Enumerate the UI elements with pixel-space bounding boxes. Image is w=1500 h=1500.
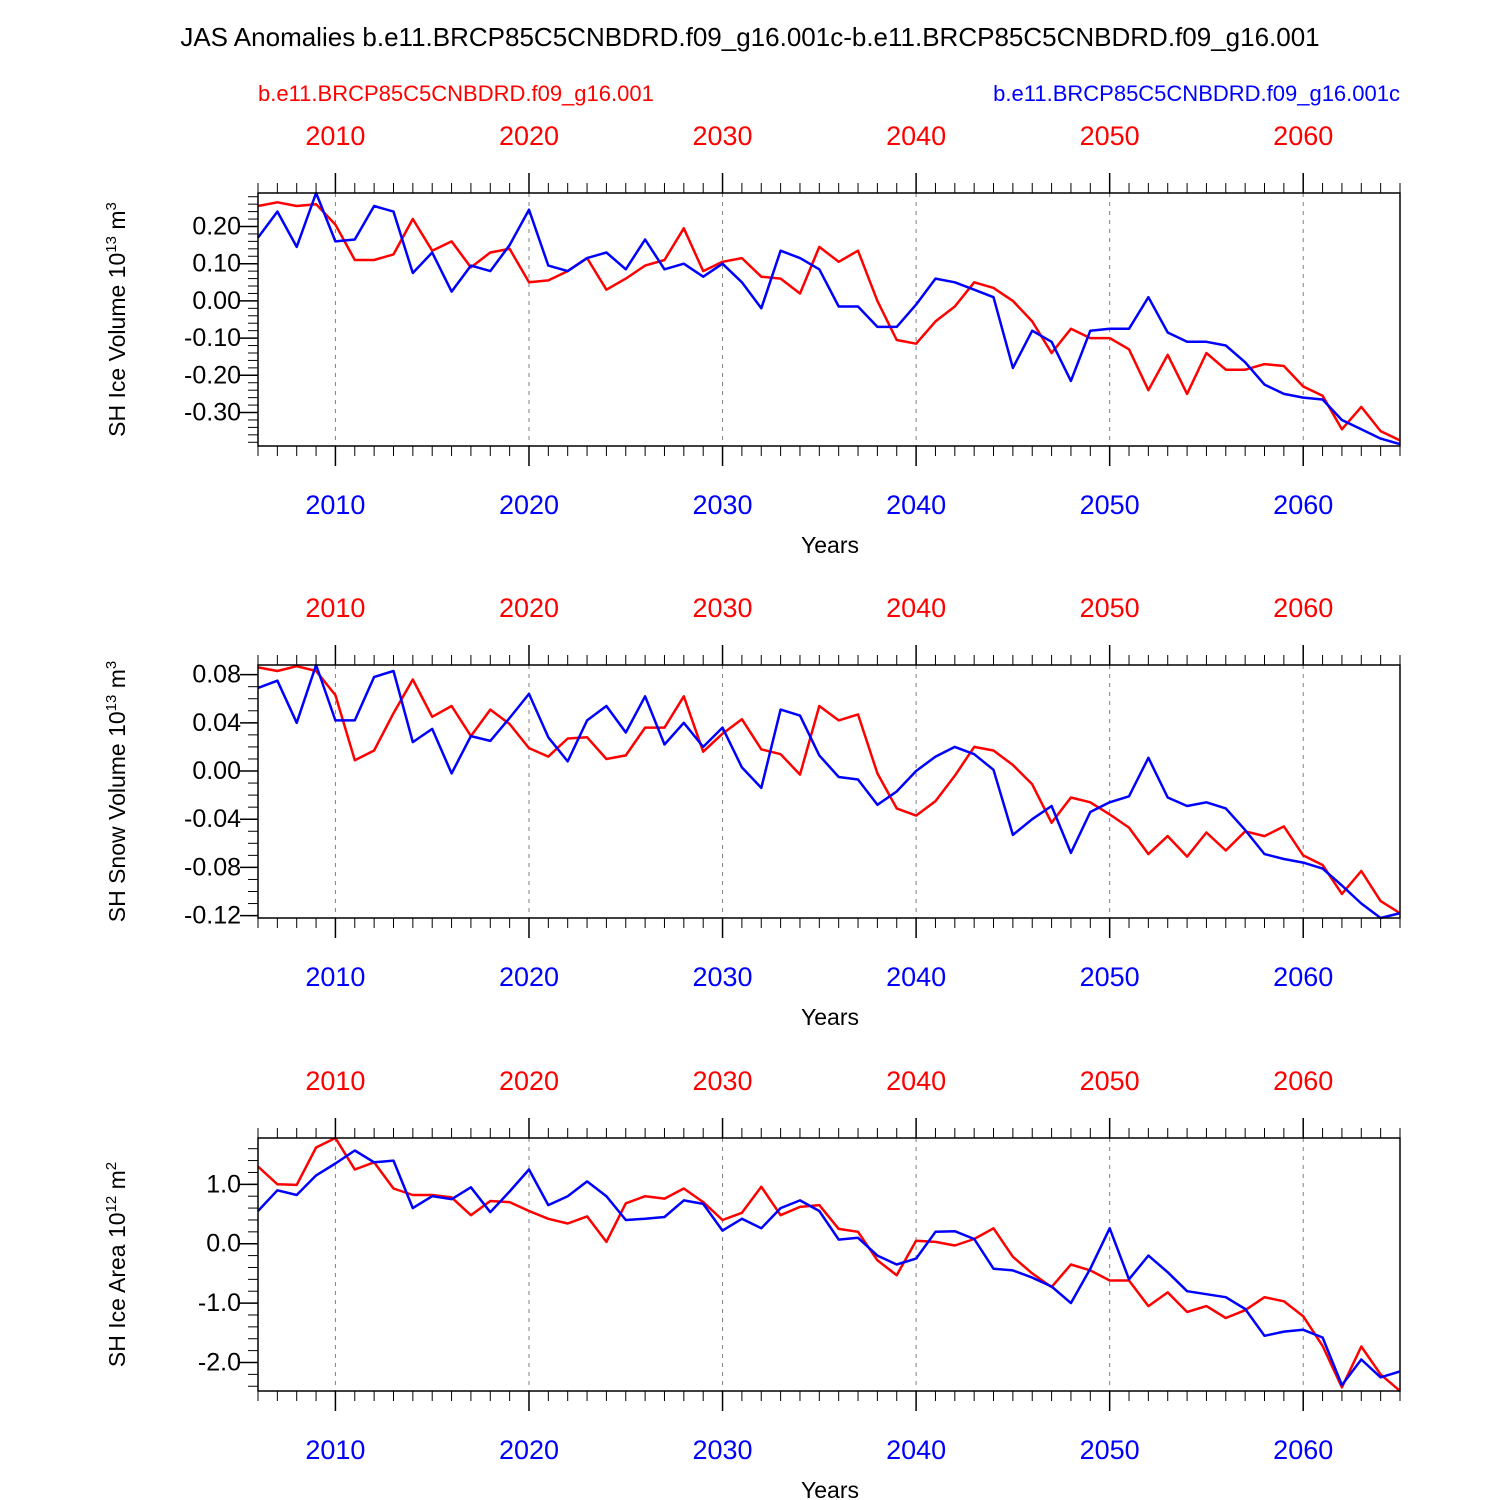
- chart-panel-2: 0.08 0.04 0.00 -0.04 -0.08 -0.12 2010 2010 2020 2…: [103, 593, 1401, 1030]
- chart-panel-1: 0.20 0.10 0.00 -0.10 -0.20 -0.30 2010 2010 2020 2…: [103, 121, 1401, 558]
- x-tick-label-bottom: 2040: [886, 1435, 946, 1465]
- series-line-red: [257, 1136, 1401, 1392]
- y-axis-label-part-1: SH Ice Area 10: [104, 1212, 130, 1367]
- x-tick-label-top: 2030: [693, 121, 753, 151]
- y-axis-label-part-2: 12: [103, 1196, 120, 1213]
- y-tick-label: 0.20: [192, 212, 241, 240]
- y-axis-label: SH Snow Volume 1013 m3: [103, 661, 130, 923]
- x-tick-label-bottom: 2010: [305, 962, 365, 992]
- y-axis-label-part-2: 13: [103, 236, 120, 253]
- x-tick-label-bottom: 2040: [886, 962, 946, 992]
- x-tick-label-bottom: 2010: [305, 490, 365, 520]
- x-tick-label-bottom: 2050: [1080, 962, 1140, 992]
- y-tick-label: -0.20: [184, 361, 241, 389]
- y-axis-label-part-3: m: [104, 1170, 130, 1196]
- series-line-blue: [257, 1149, 1401, 1387]
- y-axis-label-part-1: SH Snow Volume 10: [104, 711, 130, 922]
- x-tick-label-bottom: 2040: [886, 490, 946, 520]
- y-tick-label: -0.30: [184, 399, 241, 427]
- series-line-blue: [257, 663, 1401, 920]
- x-tick-label-bottom: 2010: [305, 1435, 365, 1465]
- x-tick-label-top: 2060: [1273, 593, 1333, 623]
- x-tick-label-bottom: 2060: [1273, 1435, 1333, 1465]
- x-tick-label-bottom: 2060: [1273, 962, 1333, 992]
- y-axis-label: SH Ice Area 1012 m2: [103, 1162, 130, 1367]
- series-line-red: [257, 664, 1401, 915]
- y-axis-label-part-3: m: [104, 669, 130, 695]
- x-tick-label-top: 2020: [499, 593, 559, 623]
- series-line-blue: [256, 191, 1401, 446]
- x-axis-label: Years: [801, 1004, 859, 1030]
- y-tick-label: 0.08: [192, 661, 241, 689]
- y-axis-label-part-4: 3: [103, 661, 120, 669]
- y-axis-label-part-2: 13: [103, 695, 120, 712]
- x-tick-label-top: 2040: [886, 121, 946, 151]
- y-tick-label: 0.04: [192, 709, 241, 737]
- y-axis-label-part-4: 3: [103, 202, 120, 210]
- y-tick-label: 1.0: [206, 1170, 241, 1198]
- x-axis-label: Years: [801, 532, 859, 558]
- x-tick-label-bottom: 2050: [1080, 490, 1140, 520]
- y-axis-label-part-1: SH Ice Volume 10: [104, 253, 130, 437]
- y-tick-label: 0.10: [192, 250, 241, 278]
- x-tick-label-top: 2040: [886, 593, 946, 623]
- x-tick-label-bottom: 2030: [693, 1435, 753, 1465]
- y-tick-label: -2.0: [198, 1348, 241, 1376]
- x-tick-label-top: 2020: [499, 1066, 559, 1096]
- x-tick-label-top: 2040: [886, 1066, 946, 1096]
- x-tick-label-top: 2050: [1080, 1066, 1140, 1096]
- x-tick-label-top: 2030: [693, 593, 753, 623]
- plot-frame: [257, 664, 1401, 919]
- x-tick-label-top: 2050: [1080, 593, 1140, 623]
- y-tick-label: 0.00: [192, 287, 241, 315]
- y-axis-label-part-4: 2: [103, 1162, 120, 1170]
- x-tick-label-top: 2060: [1273, 121, 1333, 151]
- plot-frame: [257, 192, 1401, 447]
- x-tick-label-top: 2010: [305, 593, 365, 623]
- x-axis-label: Years: [801, 1477, 859, 1500]
- y-tick-label: 0.0: [206, 1230, 241, 1258]
- x-tick-label-top: 2010: [305, 1066, 365, 1096]
- x-tick-label-bottom: 2050: [1080, 1435, 1140, 1465]
- y-tick-label: -0.12: [184, 902, 241, 930]
- y-tick-label: -0.10: [184, 324, 241, 352]
- x-tick-label-top: 2060: [1273, 1066, 1333, 1096]
- x-tick-label-top: 2010: [305, 121, 365, 151]
- legend-blue-label: b.e11.BRCP85C5CNBDRD.f09_g16.001c: [993, 81, 1400, 106]
- x-tick-label-bottom: 2030: [693, 490, 753, 520]
- legend-red-label: b.e11.BRCP85C5CNBDRD.f09_g16.001: [258, 81, 654, 106]
- x-tick-label-top: 2030: [693, 1066, 753, 1096]
- x-tick-label-bottom: 2020: [499, 962, 559, 992]
- y-tick-label: -0.08: [184, 853, 241, 881]
- chart-panel-3: 1.0 0.0 -1.0 -2.0 2010 2010 2020 2020 2030 2030 20…: [103, 1066, 1401, 1500]
- plot-frame: [257, 1137, 1401, 1392]
- y-tick-label: -0.04: [184, 805, 241, 833]
- x-tick-label-bottom: 2020: [499, 490, 559, 520]
- figure-title: JAS Anomalies b.e11.BRCP85C5CNBDRD.f09_g…: [180, 22, 1319, 52]
- y-tick-label: -1.0: [198, 1289, 241, 1317]
- x-tick-label-bottom: 2020: [499, 1435, 559, 1465]
- x-tick-label-bottom: 2030: [693, 962, 753, 992]
- y-tick-label: 0.00: [192, 757, 241, 785]
- y-axis-label: SH Ice Volume 1013 m3: [103, 202, 130, 437]
- series-line-red: [257, 201, 1401, 442]
- x-tick-label-bottom: 2060: [1273, 490, 1333, 520]
- x-tick-label-top: 2050: [1080, 121, 1140, 151]
- y-axis-label-part-3: m: [104, 210, 130, 236]
- x-tick-label-top: 2020: [499, 121, 559, 151]
